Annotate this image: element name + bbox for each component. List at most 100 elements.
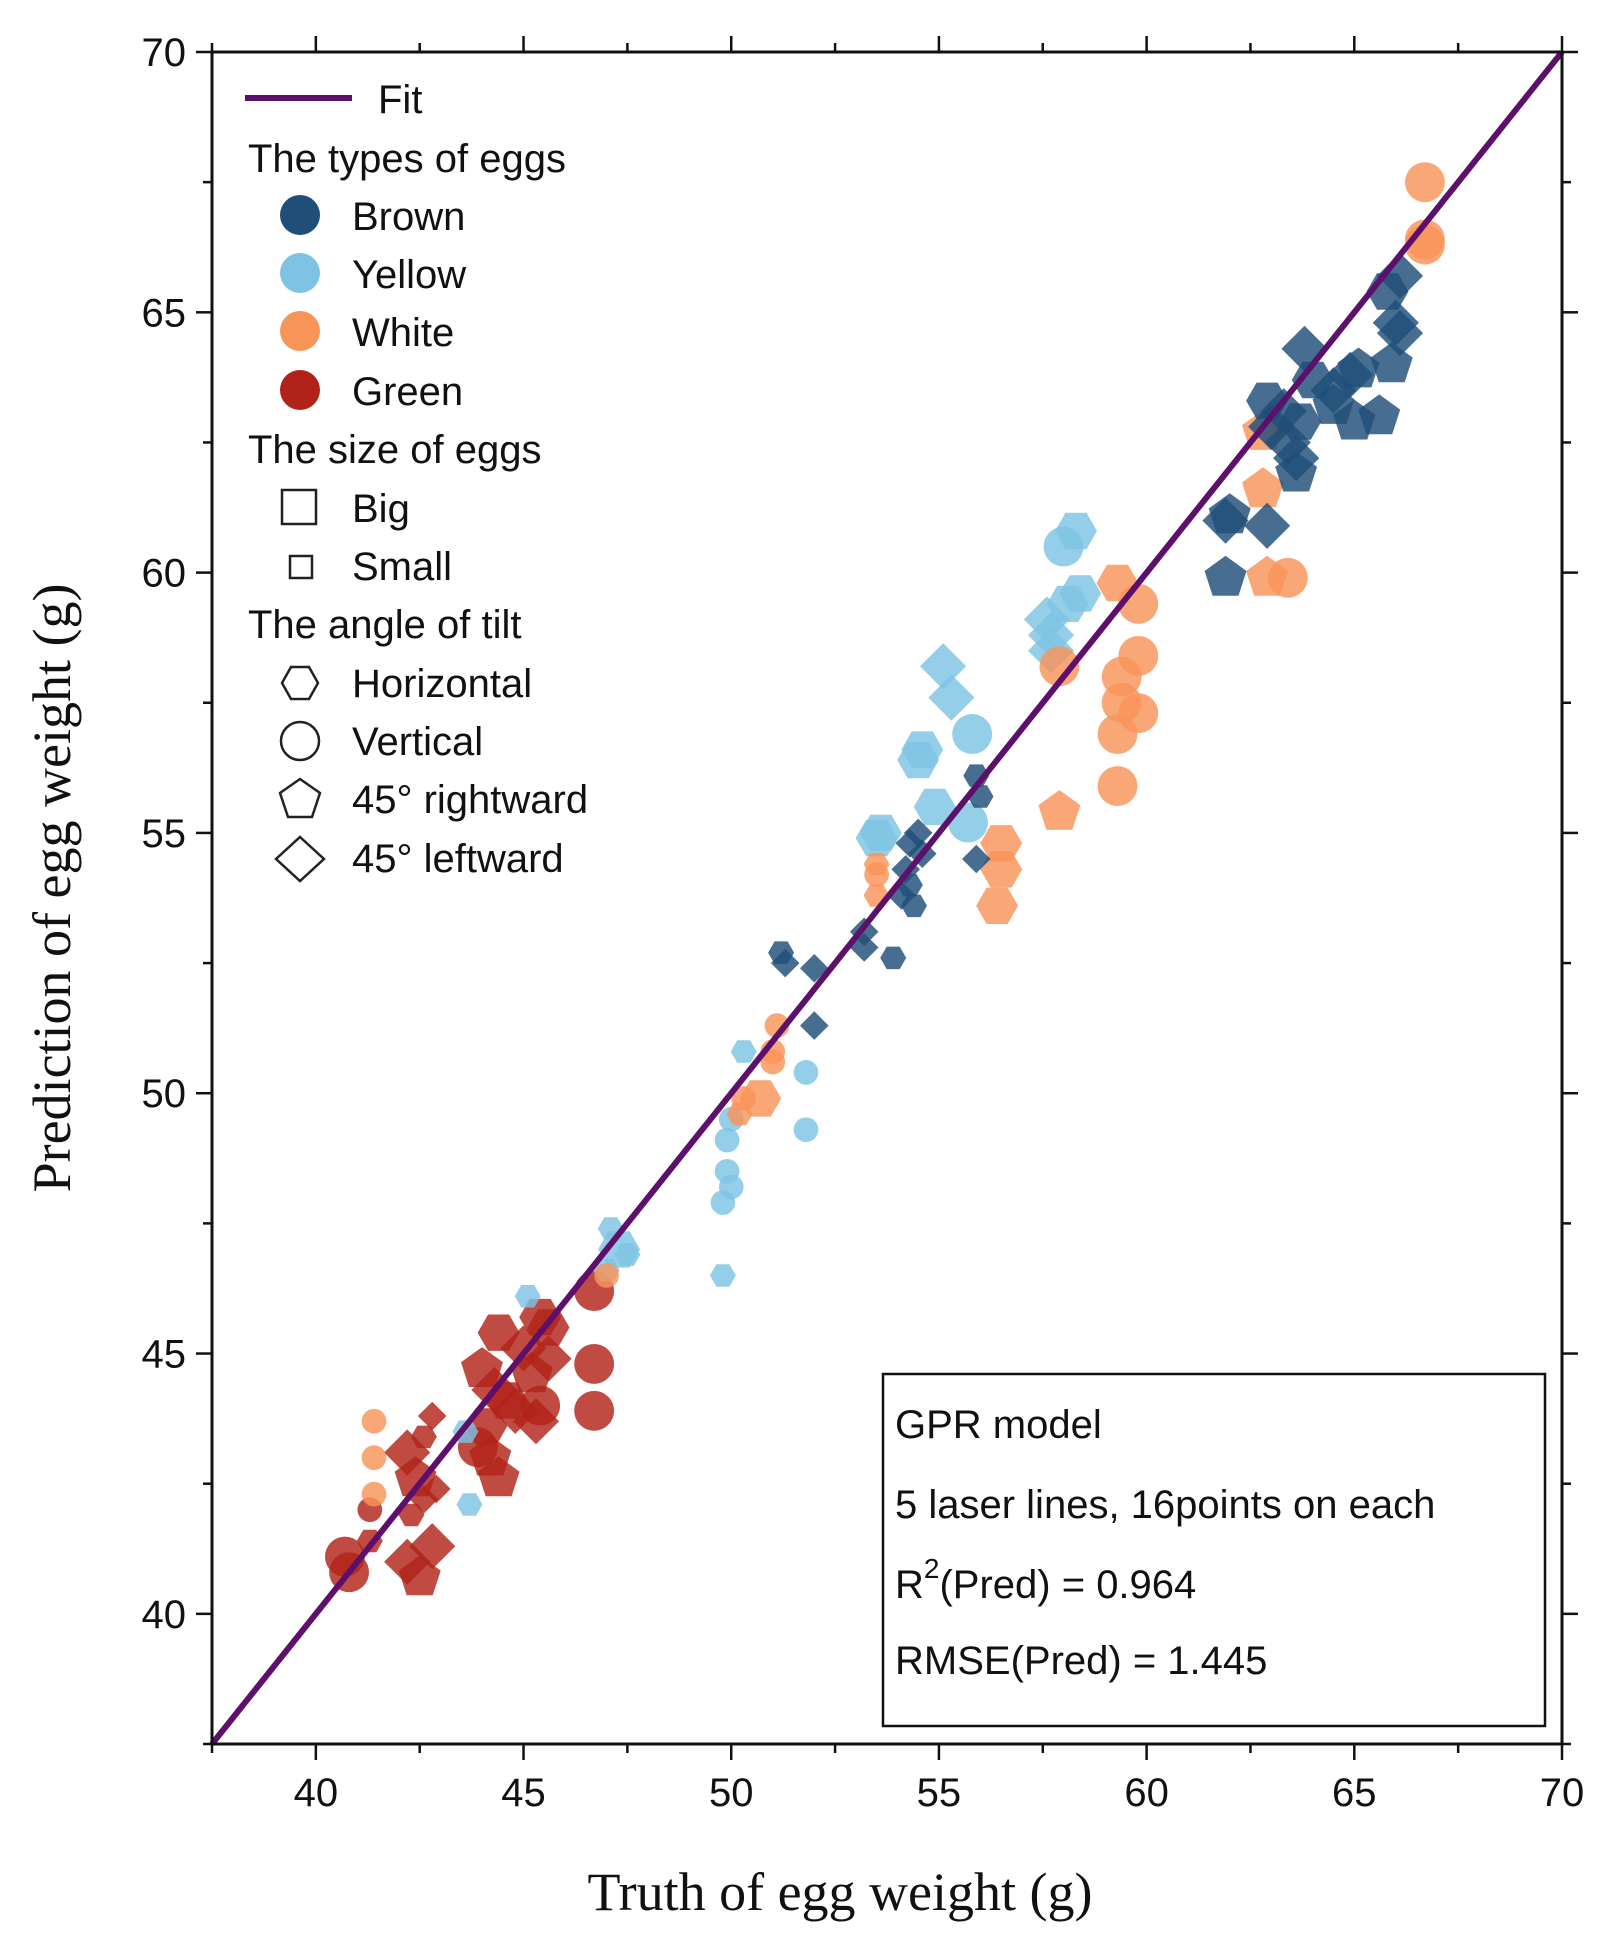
x-axis-tick-labels: 40 45 50 55 60 65 70 <box>294 1771 1585 1815</box>
stats-r2-value: (Pred) = 0.964 <box>939 1563 1196 1607</box>
stats-r2: R2(Pred) = 0.964 <box>895 1553 1196 1607</box>
legend-big-label: Big <box>352 487 410 531</box>
brown-leftward-diamond-point <box>1244 502 1291 549</box>
brown-horizontal-hexagon-point <box>1279 403 1322 440</box>
y-tick-label: 45 <box>142 1333 187 1377</box>
yellow-leftward-diamond-point <box>928 674 975 721</box>
y-tick-label: 40 <box>142 1593 187 1637</box>
brown-leftward-diamond-point <box>1376 310 1424 357</box>
legend-white-swatch <box>280 311 320 351</box>
yellow-vertical-circle-point <box>714 1127 740 1153</box>
green-leftward-diamond-point <box>417 1401 447 1431</box>
x-axis-title: Truth of egg weight (g) <box>588 1862 1093 1922</box>
legend-horizontal-label: Horizontal <box>352 662 532 706</box>
pentagon-icon <box>278 777 322 819</box>
yellow-horizontal-hexagon-point <box>456 1493 483 1516</box>
plot-frame <box>210 50 1564 1746</box>
fit-line <box>209 50 1565 1746</box>
stats-rmse: RMSE(Pred) = 1.445 <box>895 1639 1267 1683</box>
legend-fit-label: Fit <box>378 78 422 122</box>
white-rightward-pentagon-point <box>1038 790 1081 830</box>
white-vertical-circle-point <box>361 1445 387 1471</box>
yellow-horizontal-hexagon-point <box>913 788 956 826</box>
legend-small-label: Small <box>352 545 452 589</box>
green-horizontal-hexagon-point <box>398 1503 425 1527</box>
stats-box-frame <box>881 1372 1547 1728</box>
legend-green-swatch <box>280 370 320 410</box>
y-tick-label: 50 <box>142 1072 187 1116</box>
brown-rightward-pentagon-point <box>1337 347 1380 388</box>
y-tick-label: 70 <box>142 31 187 75</box>
brown-rightward-pentagon-point <box>1208 493 1251 534</box>
green-vertical-circle-point <box>574 1344 615 1384</box>
green-leftward-diamond-point <box>492 1387 539 1434</box>
green-horizontal-hexagon-point <box>519 1298 562 1336</box>
white-vertical-circle-point <box>1039 646 1080 687</box>
white-vertical-circle-point <box>1097 766 1138 807</box>
hexagon-icon <box>280 665 320 701</box>
green-vertical-circle-point <box>574 1390 615 1431</box>
stats-box: GPR model 5 laser lines, 16points on eac… <box>881 1372 1547 1728</box>
green-leftward-diamond-point <box>422 1474 451 1504</box>
x-tick-label: 60 <box>1124 1771 1169 1815</box>
yellow-vertical-circle-point <box>793 1060 819 1085</box>
white-vertical-circle-point <box>361 1408 387 1434</box>
legend-vertical-label: Vertical <box>352 720 483 764</box>
brown-horizontal-hexagon-point <box>880 946 907 970</box>
brown-leftward-diamond-point <box>962 844 991 874</box>
yellow-vertical-circle-point <box>718 1174 744 1200</box>
diamond-icon <box>274 835 326 883</box>
x-tick-label: 45 <box>501 1771 546 1815</box>
legend-small-square-icon <box>288 554 314 580</box>
y-axis-title: Prediction of egg weight (g) <box>22 584 82 1193</box>
green-leftward-diamond-point <box>525 1335 572 1382</box>
stats-model-name: GPR model <box>895 1403 1102 1447</box>
y-axis-ticks <box>196 50 1578 1746</box>
yellow-horizontal-hexagon-point <box>859 814 902 852</box>
white-vertical-circle-point <box>1267 557 1308 598</box>
brown-leftward-diamond-point <box>903 818 933 848</box>
yellow-vertical-circle-point <box>952 714 993 754</box>
legend-yellow-label: Yellow <box>352 253 466 297</box>
brown-leftward-diamond-point <box>1281 325 1328 372</box>
white-vertical-circle-point <box>1404 162 1445 203</box>
white-horizontal-hexagon-point <box>863 852 890 876</box>
yellow-horizontal-hexagon-point <box>709 1264 736 1287</box>
y-axis-tick-labels: 40 45 50 55 60 65 70 <box>142 31 187 1637</box>
brown-leftward-diamond-point <box>1376 252 1424 299</box>
legend-white-label: White <box>352 311 454 355</box>
yellow-vertical-circle-point <box>793 1117 819 1143</box>
yellow-leftward-diamond-point <box>920 643 967 690</box>
green-rightward-pentagon-point <box>477 1456 520 1497</box>
brown-leftward-diamond-point <box>770 948 800 978</box>
y-tick-label: 60 <box>142 552 187 596</box>
white-vertical-circle-point <box>361 1481 387 1507</box>
series-brown <box>768 252 1424 1040</box>
green-rightward-pentagon-point <box>461 1347 503 1387</box>
legend-types-title: The types of eggs <box>248 137 566 181</box>
brown-rightward-pentagon-point <box>1275 451 1318 492</box>
green-leftward-diamond-point <box>409 1523 456 1570</box>
x-tick-label: 50 <box>709 1771 754 1815</box>
y-tick-label: 65 <box>142 291 187 335</box>
legend-brown-label: Brown <box>352 195 465 239</box>
legend: Fit The types of eggs Brown Yellow White… <box>245 78 588 883</box>
green-horizontal-hexagon-point <box>410 1425 437 1449</box>
x-tick-label: 70 <box>1540 1771 1585 1815</box>
x-tick-label: 55 <box>917 1771 962 1815</box>
white-vertical-circle-point <box>594 1263 619 1288</box>
stats-r2-superscript: 2 <box>924 1553 940 1584</box>
white-horizontal-hexagon-point <box>976 887 1019 924</box>
green-leftward-diamond-point <box>384 1429 431 1476</box>
data-points <box>324 162 1445 1596</box>
yellow-horizontal-hexagon-point <box>614 1243 641 1266</box>
legend-big-square-icon <box>280 488 318 526</box>
yellow-horizontal-hexagon-point <box>514 1285 541 1308</box>
stats-r2-prefix: R <box>895 1563 924 1607</box>
circle-icon <box>279 720 321 762</box>
legend-tilt-title: The angle of tilt <box>248 603 522 647</box>
yellow-horizontal-hexagon-point <box>730 1040 757 1063</box>
brown-leftward-diamond-point <box>800 1011 829 1040</box>
legend-size-title: The size of eggs <box>248 428 542 472</box>
